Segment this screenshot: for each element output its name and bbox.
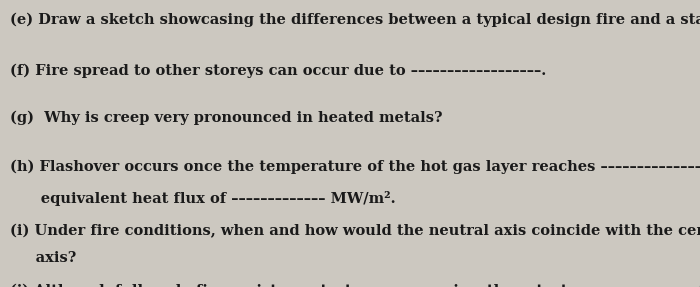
Text: (f) Fire spread to other storeys can occur due to ––––––––––––––––––.: (f) Fire spread to other storeys can occ… xyxy=(10,63,547,77)
Text: (e) Draw a sketch showcasing the differences between a typical design fire and a: (e) Draw a sketch showcasing the differe… xyxy=(10,13,700,27)
Text: equivalent heat flux of ––––––––––––– MW/m².: equivalent heat flux of ––––––––––––– MW… xyxy=(10,191,396,206)
Text: (j) Although full-scale fire-resistance tests are expensive, these tests are nec: (j) Although full-scale fire-resistance … xyxy=(10,283,700,287)
Text: (i) Under fire conditions, when and how would the neutral axis coincide with the: (i) Under fire conditions, when and how … xyxy=(10,224,700,238)
Text: (g)  Why is creep very pronounced in heated metals?: (g) Why is creep very pronounced in heat… xyxy=(10,110,443,125)
Text: axis?: axis? xyxy=(10,251,77,265)
Text: (h) Flashover occurs once the temperature of the hot gas layer reaches –––––––––: (h) Flashover occurs once the temperatur… xyxy=(10,159,700,174)
